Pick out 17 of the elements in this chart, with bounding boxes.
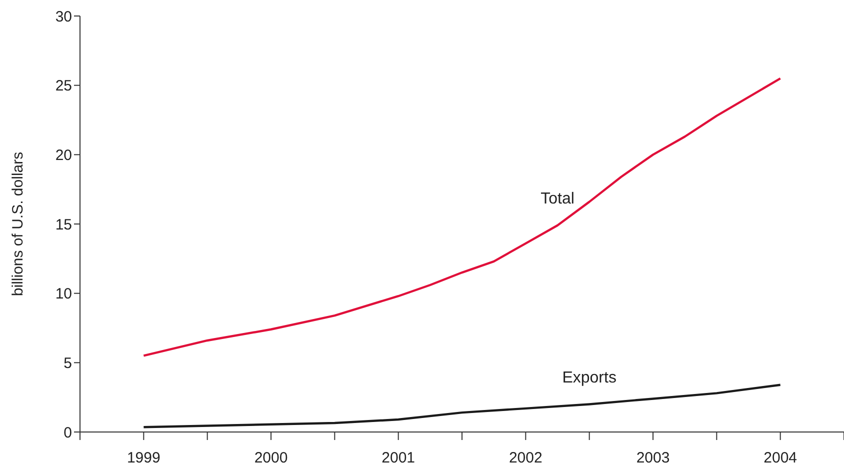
x-tick-label: 1999 [126, 450, 160, 467]
y-tick-label: 25 [55, 78, 72, 95]
y-axis-title: billions of U.S. dollars [9, 152, 26, 296]
y-tick-label: 0 [64, 424, 72, 442]
x-tick-label: 2003 [636, 450, 670, 467]
line-series [142, 77, 782, 357]
x-tick-label: 2000 [254, 450, 288, 467]
x-tick-label: 2002 [508, 450, 542, 467]
x-tick-label: 2004 [764, 450, 798, 467]
y-tick-label: 5 [64, 354, 72, 372]
y-tick-label: 15 [55, 216, 72, 234]
x-tick-label: 2001 [382, 450, 416, 467]
y-tick-label: 20 [55, 146, 72, 164]
y-tick-label: 30 [55, 8, 72, 26]
series-label: Exports [562, 369, 616, 386]
y-tick-label: 10 [55, 286, 72, 303]
series-label: Total [540, 190, 574, 208]
